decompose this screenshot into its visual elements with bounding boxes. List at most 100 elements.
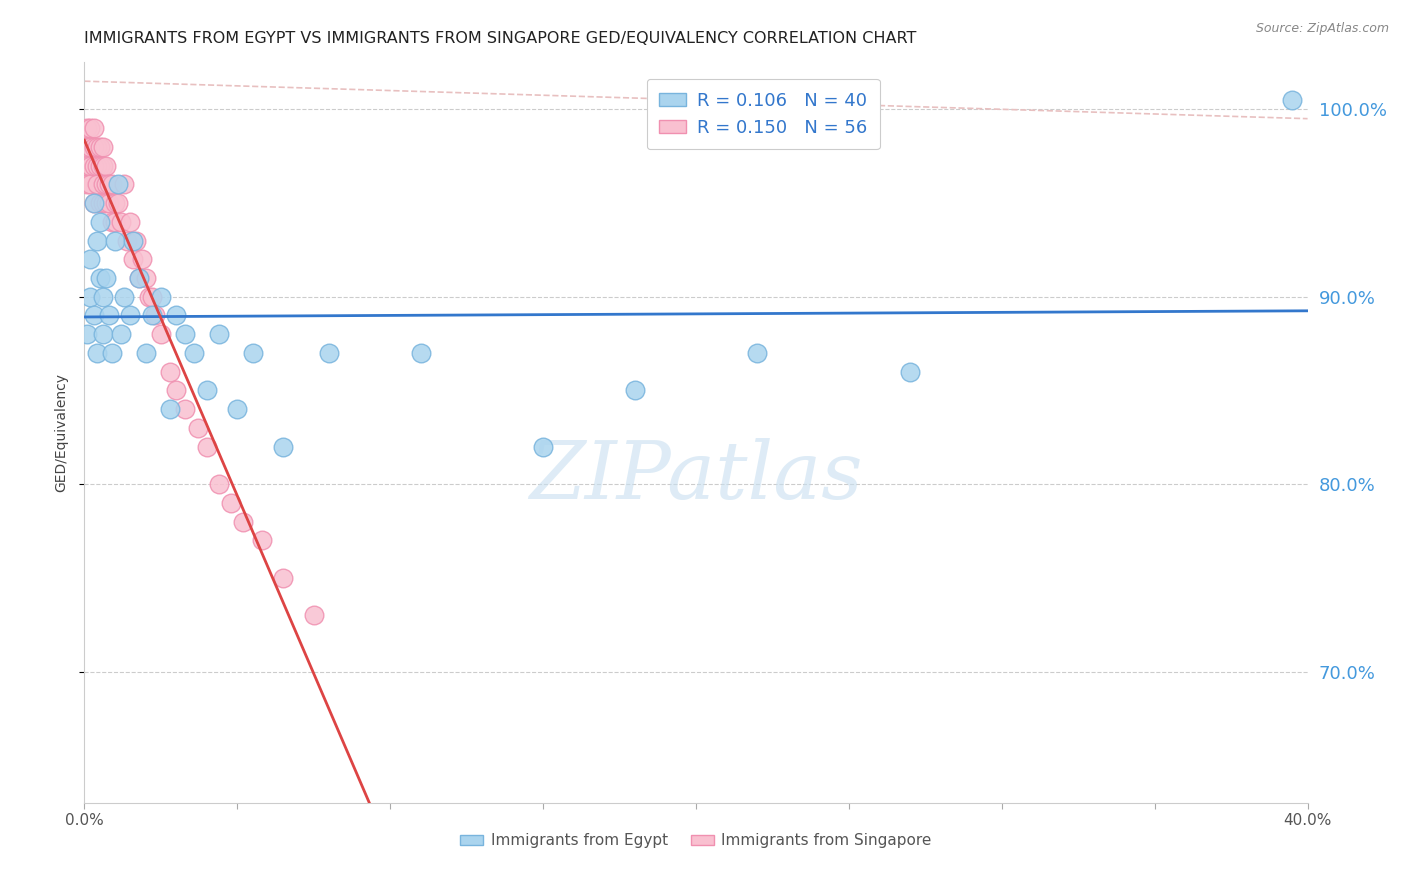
Point — [86, 140, 108, 154]
Point — [83, 159, 105, 173]
Point — [101, 346, 124, 360]
Point — [76, 178, 98, 192]
Point — [186, 421, 208, 435]
Point — [83, 140, 105, 154]
Point — [79, 252, 101, 267]
Point — [76, 140, 98, 154]
Point — [91, 327, 114, 342]
Point — [302, 608, 325, 623]
Point — [79, 159, 101, 173]
Text: IMMIGRANTS FROM EGYPT VS IMMIGRANTS FROM SINGAPORE GED/EQUIVALENCY CORRELATION C: IMMIGRANTS FROM EGYPT VS IMMIGRANTS FROM… — [84, 31, 917, 46]
Point — [122, 252, 145, 267]
Point — [138, 290, 160, 304]
Point — [318, 346, 340, 360]
Point — [101, 178, 124, 192]
Y-axis label: GED/Equivalency: GED/Equivalency — [55, 373, 69, 492]
Point — [83, 196, 105, 211]
Point — [131, 252, 153, 267]
Point — [107, 196, 129, 211]
Point — [271, 571, 294, 585]
Point — [94, 271, 117, 285]
Point — [128, 271, 150, 285]
Point — [79, 178, 101, 192]
Point — [79, 121, 101, 136]
Point — [141, 309, 163, 323]
Point — [89, 159, 111, 173]
Point — [91, 196, 114, 211]
Point — [898, 365, 921, 379]
Point — [226, 402, 249, 417]
Point — [91, 140, 114, 154]
Point — [165, 309, 187, 323]
Point — [97, 178, 120, 192]
Point — [208, 477, 231, 491]
Point — [83, 309, 105, 323]
Point — [141, 290, 163, 304]
Point — [271, 440, 294, 454]
Point — [76, 327, 98, 342]
Point — [107, 178, 129, 192]
Point — [624, 384, 647, 398]
Point — [112, 178, 135, 192]
Point — [101, 215, 124, 229]
Point — [104, 215, 127, 229]
Text: ZIPatlas: ZIPatlas — [529, 438, 863, 516]
Point — [86, 346, 108, 360]
Legend: R = 0.106   N = 40, R = 0.150   N = 56: R = 0.106 N = 40, R = 0.150 N = 56 — [647, 78, 880, 149]
Point — [97, 309, 120, 323]
Point — [115, 234, 138, 248]
Point — [104, 234, 127, 248]
Point — [159, 365, 181, 379]
Point — [91, 159, 114, 173]
Point — [120, 215, 142, 229]
Point — [143, 309, 166, 323]
Point — [79, 140, 101, 154]
Point — [97, 196, 120, 211]
Point — [79, 290, 101, 304]
Point — [104, 196, 127, 211]
Point — [135, 346, 157, 360]
Point — [91, 290, 114, 304]
Point — [409, 346, 432, 360]
Point — [86, 159, 108, 173]
Point — [195, 440, 218, 454]
Point — [149, 290, 172, 304]
Point — [94, 196, 117, 211]
Point — [747, 346, 769, 360]
Point — [110, 215, 132, 229]
Point — [112, 290, 135, 304]
Point — [91, 178, 114, 192]
Point — [174, 327, 197, 342]
Point — [76, 121, 98, 136]
Point — [135, 271, 157, 285]
Point — [250, 533, 273, 548]
Point — [76, 159, 98, 173]
Point — [110, 327, 132, 342]
Point — [125, 234, 148, 248]
Point — [89, 215, 111, 229]
Point — [83, 196, 105, 211]
Point — [89, 196, 111, 211]
Point — [94, 159, 117, 173]
Point — [120, 309, 142, 323]
Point — [165, 384, 187, 398]
Point — [219, 496, 242, 510]
Point — [208, 327, 231, 342]
Point — [242, 346, 264, 360]
Point — [94, 178, 117, 192]
Point — [232, 515, 254, 529]
Point — [86, 178, 108, 192]
Point — [128, 271, 150, 285]
Point — [149, 327, 172, 342]
Point — [183, 346, 205, 360]
Text: Source: ZipAtlas.com: Source: ZipAtlas.com — [1256, 22, 1389, 36]
Point — [86, 234, 108, 248]
Point — [83, 121, 105, 136]
Point — [1281, 93, 1303, 107]
Point — [174, 402, 197, 417]
Point — [159, 402, 181, 417]
Point — [531, 440, 554, 454]
Point — [122, 234, 145, 248]
Point — [89, 271, 111, 285]
Point — [195, 384, 218, 398]
